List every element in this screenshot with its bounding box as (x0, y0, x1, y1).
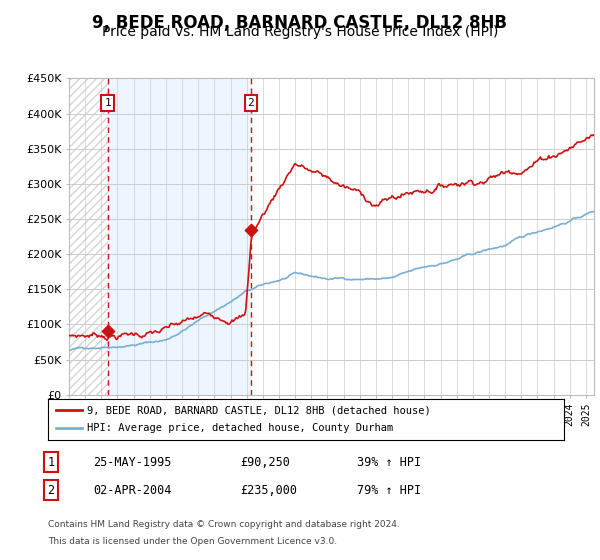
Text: 9, BEDE ROAD, BARNARD CASTLE, DL12 8HB (detached house): 9, BEDE ROAD, BARNARD CASTLE, DL12 8HB (… (86, 405, 430, 415)
Text: 02-APR-2004: 02-APR-2004 (93, 483, 172, 497)
Text: This data is licensed under the Open Government Licence v3.0.: This data is licensed under the Open Gov… (48, 537, 337, 546)
Text: £90,250: £90,250 (240, 455, 290, 469)
Bar (69, 78, 107, 395)
Text: 79% ↑ HPI: 79% ↑ HPI (357, 483, 421, 497)
Bar (107, 78, 251, 395)
Text: £235,000: £235,000 (240, 483, 297, 497)
Text: 9, BEDE ROAD, BARNARD CASTLE, DL12 8HB: 9, BEDE ROAD, BARNARD CASTLE, DL12 8HB (92, 14, 508, 32)
Text: 25-MAY-1995: 25-MAY-1995 (93, 455, 172, 469)
Text: Price paid vs. HM Land Registry's House Price Index (HPI): Price paid vs. HM Land Registry's House … (102, 25, 498, 39)
Text: 39% ↑ HPI: 39% ↑ HPI (357, 455, 421, 469)
Text: 2: 2 (247, 98, 254, 108)
Text: HPI: Average price, detached house, County Durham: HPI: Average price, detached house, Coun… (86, 423, 393, 433)
Text: 1: 1 (47, 455, 55, 469)
Point (246, 225, 256, 234)
Point (103, 327, 112, 336)
Text: Contains HM Land Registry data © Crown copyright and database right 2024.: Contains HM Land Registry data © Crown c… (48, 520, 400, 529)
Text: 2: 2 (47, 483, 55, 497)
Text: 1: 1 (104, 98, 111, 108)
